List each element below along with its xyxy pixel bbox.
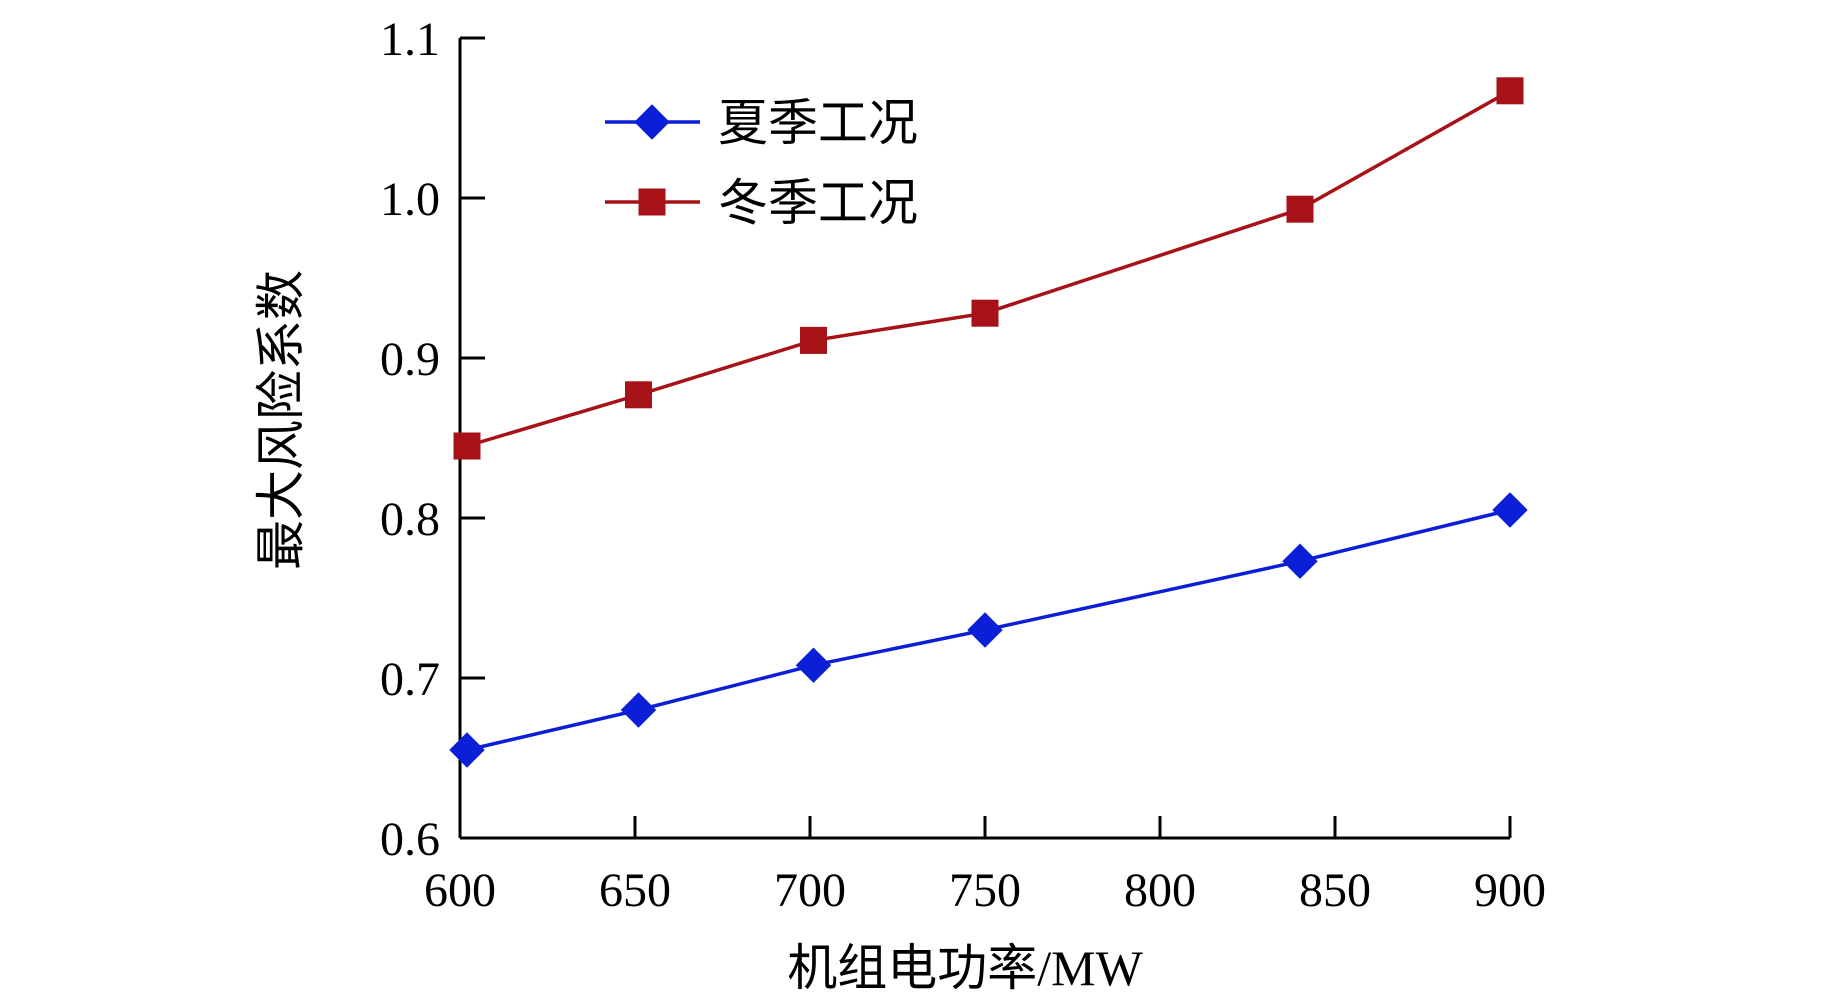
y-axis-ticks: 0.6 0.7 0.8 0.9 1.0 1.1 <box>380 13 485 866</box>
x-tick-label: 650 <box>599 864 671 917</box>
data-point <box>1492 492 1528 528</box>
x-tick-label: 600 <box>424 864 496 917</box>
series-2 <box>453 77 1524 460</box>
data-point <box>967 612 1003 648</box>
series-layer <box>449 77 1528 768</box>
x-tick-label: 850 <box>1299 864 1371 917</box>
legend-item: 冬季工况 <box>605 175 918 231</box>
x-tick-label: 750 <box>949 864 1021 917</box>
data-point <box>800 326 827 354</box>
data-point <box>1286 195 1314 223</box>
y-tick-label: 1.1 <box>380 13 440 66</box>
y-tick-label: 1.0 <box>380 173 440 226</box>
y-tick-label: 0.8 <box>380 493 440 546</box>
y-tick-label: 0.9 <box>380 333 440 386</box>
legend-item: 夏季工况 <box>605 95 918 151</box>
data-point <box>971 299 999 327</box>
x-axis-title: 机组电功率/MW <box>787 940 1143 996</box>
data-point <box>1282 543 1318 579</box>
data-point <box>449 732 485 768</box>
x-tick-label: 800 <box>1124 864 1196 917</box>
data-point <box>620 692 657 728</box>
x-tick-label: 900 <box>1474 864 1546 917</box>
legend-marker <box>638 188 666 216</box>
data-point <box>795 647 832 683</box>
y-tick-label: 0.6 <box>380 813 440 866</box>
legend-marker <box>634 104 670 140</box>
series-1 <box>449 492 1528 768</box>
legend-label: 夏季工况 <box>718 95 918 151</box>
axes <box>458 38 1510 840</box>
y-tick-label: 0.7 <box>380 653 440 706</box>
x-axis-ticks: 600 650 700 750 800 850 900 <box>424 816 1546 917</box>
x-tick-label: 700 <box>774 864 846 917</box>
data-point <box>625 381 652 409</box>
series-line <box>466 508 1511 752</box>
series-line <box>466 89 1511 448</box>
legend-label: 冬季工况 <box>718 175 918 231</box>
y-axis-title: 最大风险系数 <box>253 270 309 570</box>
data-point <box>453 432 481 460</box>
data-point <box>1496 77 1524 105</box>
